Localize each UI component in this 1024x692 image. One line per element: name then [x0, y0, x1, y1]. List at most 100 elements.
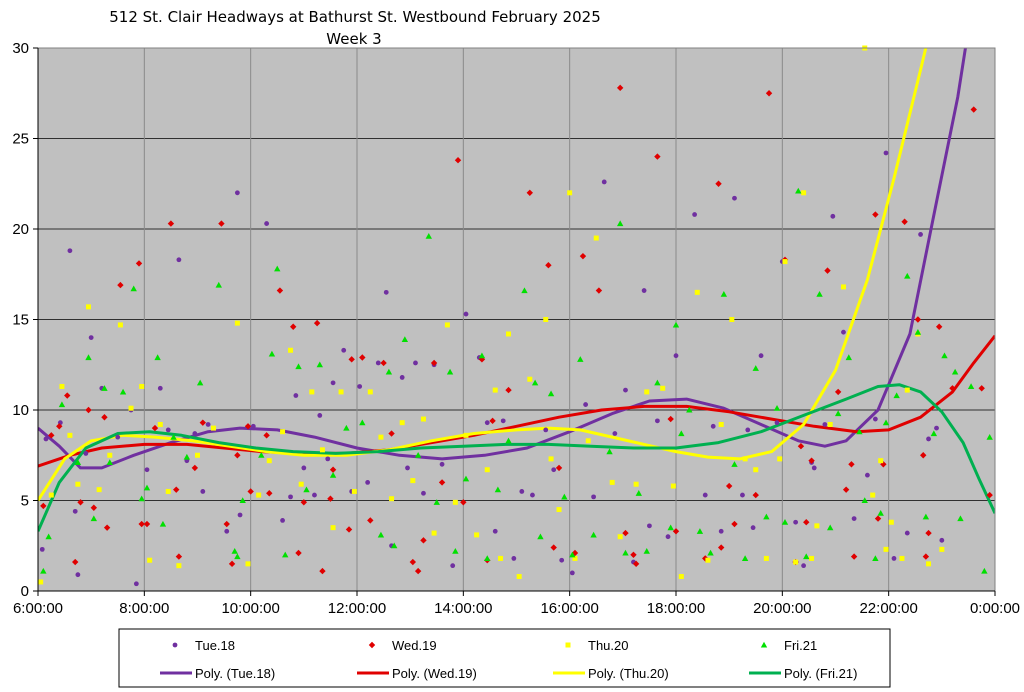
- data-point-3-71: [781, 519, 789, 525]
- data-point-1-95: [978, 385, 985, 392]
- trendlines: [38, 48, 995, 532]
- data-point-1-23: [234, 452, 241, 459]
- data-point-3-42: [484, 555, 491, 561]
- data-point-2-53: [609, 479, 615, 485]
- data-point-3-38: [446, 368, 454, 375]
- data-point-1-89: [920, 452, 927, 459]
- data-point-3-69: [763, 513, 770, 520]
- data-point-2-70: [801, 190, 807, 196]
- data-point-1-11: [135, 260, 143, 267]
- data-point-0-9: [115, 434, 121, 440]
- data-point-0-52: [511, 556, 517, 561]
- data-point-0-95: [926, 436, 931, 442]
- data-point-1-76: [797, 443, 805, 450]
- data-point-1-63: [632, 560, 640, 568]
- data-point-1-46: [438, 479, 446, 486]
- data-point-1-67: [702, 555, 709, 562]
- data-point-3-35: [414, 452, 422, 458]
- data-point-3-58: [654, 379, 661, 386]
- data-point-1-81: [842, 486, 850, 493]
- data-point-1-18: [191, 464, 199, 472]
- data-point-2-3: [67, 432, 73, 438]
- data-point-2-30: [378, 434, 384, 440]
- data-point-0-85: [822, 422, 828, 427]
- data-point-0-17: [192, 431, 198, 436]
- data-point-3-29: [343, 424, 350, 431]
- data-point-2-17: [234, 320, 240, 326]
- data-point-3-13: [159, 520, 167, 527]
- data-point-3-48: [547, 390, 555, 397]
- data-point-0-54: [530, 492, 535, 498]
- data-point-3-63: [696, 528, 704, 534]
- data-point-3-40: [462, 475, 470, 482]
- data-point-1-31: [300, 499, 308, 506]
- data-point-1-22: [228, 560, 236, 568]
- data-point-3-72: [795, 187, 802, 194]
- data-point-1-84: [872, 211, 879, 218]
- scatter-points: [38, 45, 993, 587]
- data-point-1-56: [555, 464, 563, 472]
- data-point-3-36: [425, 233, 432, 239]
- data-point-2-58: [670, 483, 676, 489]
- data-point-1-41: [388, 430, 395, 437]
- y-tick-label-0: 0: [21, 583, 29, 600]
- data-point-1-29: [290, 323, 297, 330]
- data-point-0-67: [654, 418, 660, 424]
- data-point-0-81: [793, 519, 799, 525]
- data-point-0-69: [673, 353, 679, 359]
- data-point-2-52: [593, 235, 599, 241]
- data-point-1-64: [654, 153, 661, 160]
- data-point-0-91: [883, 150, 889, 156]
- data-point-3-16: [196, 379, 204, 386]
- data-point-2-74: [840, 284, 846, 290]
- data-point-2-0: [38, 579, 44, 585]
- data-point-1-87: [901, 218, 908, 225]
- data-point-1-90: [922, 553, 930, 560]
- data-point-2-31: [389, 496, 395, 502]
- data-point-1-32: [313, 319, 321, 327]
- data-point-3-8: [119, 388, 127, 395]
- data-point-0-27: [293, 393, 299, 398]
- x-tick-label-9: 0:00:00: [970, 600, 1020, 617]
- data-point-2-14: [176, 563, 182, 569]
- data-point-1-10: [117, 281, 124, 289]
- data-point-3-19: [234, 553, 241, 560]
- data-point-0-41: [405, 465, 410, 471]
- data-point-2-49: [567, 190, 573, 196]
- data-point-2-57: [660, 385, 666, 391]
- data-point-2-15: [195, 452, 200, 458]
- data-point-1-30: [295, 549, 302, 557]
- data-point-3-4: [85, 354, 92, 361]
- data-point-1-26: [263, 432, 270, 439]
- x-tick-label-5: 16:00:00: [540, 600, 598, 617]
- data-point-1-40: [380, 359, 387, 367]
- data-point-0-45: [439, 461, 445, 467]
- data-point-0-46: [450, 563, 456, 569]
- data-point-0-6: [83, 451, 89, 456]
- data-point-3-10: [138, 495, 145, 502]
- trendline-1: [38, 334, 995, 468]
- data-point-1-0: [40, 502, 47, 510]
- legend-trend-label-0: Poly. (Tue.18): [195, 666, 275, 681]
- data-point-0-94: [918, 232, 923, 237]
- data-point-3-37: [433, 499, 440, 505]
- data-point-3-86: [922, 513, 930, 520]
- legend-trend-label-1: Poly. (Wed.19): [392, 666, 477, 681]
- data-point-0-72: [710, 423, 716, 429]
- data-point-1-59: [595, 287, 603, 294]
- data-point-0-75: [740, 492, 745, 498]
- data-point-0-23: [250, 423, 256, 429]
- data-point-3-67: [741, 555, 749, 561]
- data-point-0-88: [851, 516, 857, 521]
- data-point-1-78: [808, 457, 815, 464]
- data-point-3-44: [505, 437, 512, 444]
- data-point-0-93: [904, 530, 910, 536]
- data-point-2-77: [878, 458, 884, 464]
- data-point-2-25: [319, 447, 325, 453]
- data-point-0-82: [801, 563, 806, 569]
- data-point-0-77: [750, 525, 756, 531]
- data-point-2-66: [763, 555, 769, 561]
- data-point-3-91: [967, 383, 975, 390]
- data-point-3-6: [101, 385, 108, 391]
- data-point-3-76: [834, 410, 842, 417]
